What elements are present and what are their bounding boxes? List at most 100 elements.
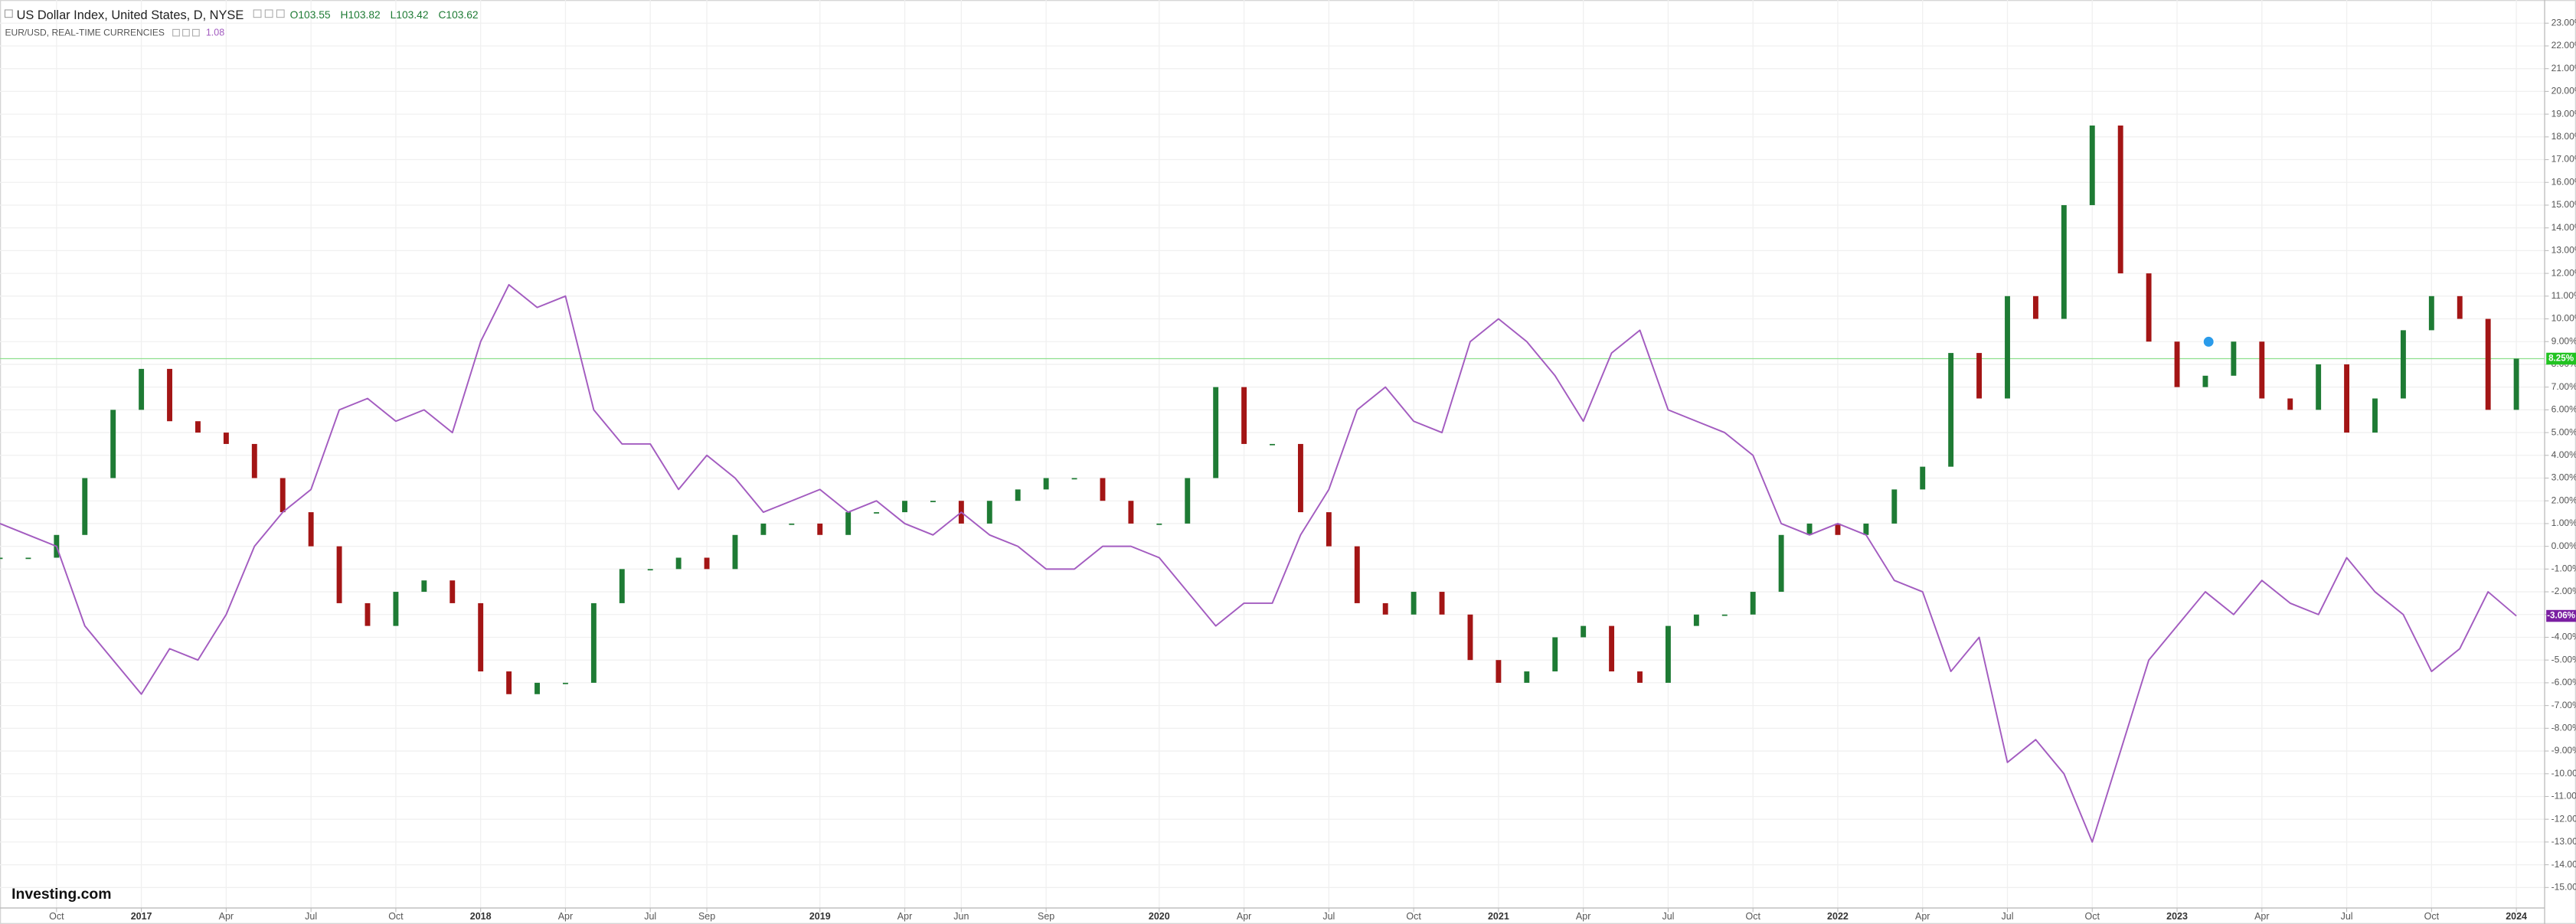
candle <box>590 602 597 683</box>
candle <box>1637 671 1643 683</box>
candle <box>2117 125 2123 274</box>
candle <box>1043 478 1049 490</box>
candle <box>874 512 880 514</box>
grid <box>0 0 2545 909</box>
y-tick-label: -7.00% <box>2551 700 2576 710</box>
candle <box>2316 364 2322 410</box>
candle <box>0 557 3 560</box>
candle <box>2005 295 2010 399</box>
candle <box>1326 512 1332 547</box>
candle <box>2146 273 2152 342</box>
candle <box>845 512 852 535</box>
legend-icon <box>172 28 180 37</box>
candle <box>2400 330 2406 399</box>
candle <box>760 523 767 535</box>
x-tick-label: Jul <box>644 911 656 922</box>
candle <box>1156 523 1162 525</box>
candle <box>2202 375 2208 387</box>
y-tick-label: 18.00% <box>2551 131 2576 142</box>
last-value-box <box>2546 352 2576 365</box>
candle <box>647 569 653 571</box>
x-tick-label: Apr <box>1576 911 1590 922</box>
candle <box>2428 295 2434 331</box>
chart-title: US Dollar Index, United States, D, NYSE <box>17 8 244 22</box>
candle <box>1806 523 1813 535</box>
candle <box>675 557 682 570</box>
event-marker[interactable] <box>2202 335 2215 348</box>
y-tick-label: 1.00% <box>2551 518 2576 528</box>
candle <box>2457 295 2463 319</box>
candle <box>449 580 456 603</box>
candle <box>1071 478 1077 480</box>
candle <box>110 410 116 478</box>
candle <box>1297 443 1303 513</box>
y-tick-label: -8.00% <box>2551 723 2576 733</box>
candle <box>1213 387 1219 478</box>
y-tick-label: -13.00% <box>2551 836 2576 847</box>
y-tick-label: -2.00% <box>2551 586 2576 596</box>
x-tick-label: Sep <box>1038 911 1054 922</box>
x-tick-label: Jul <box>1662 911 1674 922</box>
candle <box>2061 204 2067 319</box>
candle <box>1015 489 1021 501</box>
candle <box>421 580 427 593</box>
last-value-box <box>2546 609 2576 622</box>
y-tick-label: 4.00% <box>2551 449 2576 460</box>
candle <box>1976 353 1983 399</box>
x-tick-label: 2023 <box>2166 911 2188 922</box>
y-tick-label: 16.00% <box>2551 176 2576 187</box>
y-tick-label: -5.00% <box>2551 654 2576 664</box>
x-tick-label: Apr <box>219 911 234 922</box>
ohlc-value: L103.42 <box>391 9 429 21</box>
collapse-icon[interactable] <box>4 9 13 18</box>
x-tick-label: 2017 <box>131 911 152 922</box>
candle <box>478 602 484 672</box>
candle <box>2231 341 2237 376</box>
candle <box>1185 478 1191 524</box>
candle <box>1721 614 1728 616</box>
y-tick-label: -4.00% <box>2551 632 2576 642</box>
y-tick-label: 23.00% <box>2551 17 2576 28</box>
x-tick-label: Jul <box>2341 911 2353 922</box>
y-tick-label: 17.00% <box>2551 154 2576 165</box>
y-tick-label: -10.00% <box>2551 768 2576 779</box>
candle <box>1835 523 1841 535</box>
x-tick-label: Oct <box>2424 911 2440 922</box>
candle <box>2174 341 2180 387</box>
y-tick-label: -6.00% <box>2551 677 2576 687</box>
candle <box>1609 625 1615 672</box>
x-tick-label: 2021 <box>1488 911 1509 922</box>
candle <box>280 478 286 513</box>
ohlc-value: O103.55 <box>290 9 331 21</box>
candle <box>704 557 710 570</box>
legend-price: 1.08 <box>206 27 224 38</box>
x-tick-label: 2020 <box>1149 911 1170 922</box>
y-tick-label: 11.00% <box>2551 290 2576 301</box>
legend-entry: EUR/USD, REAL-TIME CURRENCIES <box>5 27 164 38</box>
x-tick-label: Jul <box>2002 911 2014 922</box>
candle <box>251 443 257 478</box>
last-value-label: 8.25% <box>2548 354 2574 364</box>
candle <box>1778 534 1784 593</box>
series-line <box>0 283 2517 843</box>
y-tick-label: 13.00% <box>2551 245 2576 256</box>
y-tick-label: -9.00% <box>2551 745 2576 756</box>
candle <box>506 671 512 694</box>
axis: 23.00% 22.00% 21.00% 20.00% 19.00% 18.00% 17.0… <box>49 17 2576 922</box>
last-value-label: -3.06% <box>2547 611 2575 621</box>
candle <box>195 421 201 433</box>
y-tick-label: 7.00% <box>2551 381 2576 392</box>
x-tick-label: Apr <box>1915 911 1930 922</box>
x-tick-label: 2022 <box>1827 911 1849 922</box>
candle <box>364 602 371 626</box>
candle <box>563 682 568 684</box>
x-tick-label: 2018 <box>470 911 492 922</box>
x-tick-label: Oct <box>1406 911 1421 922</box>
y-tick-label: 2.00% <box>2551 495 2576 505</box>
candle <box>534 682 540 694</box>
candle <box>1241 387 1247 444</box>
legend-icons <box>172 28 200 37</box>
ohlc-value: C103.62 <box>438 9 478 21</box>
plot-area <box>0 125 2545 843</box>
